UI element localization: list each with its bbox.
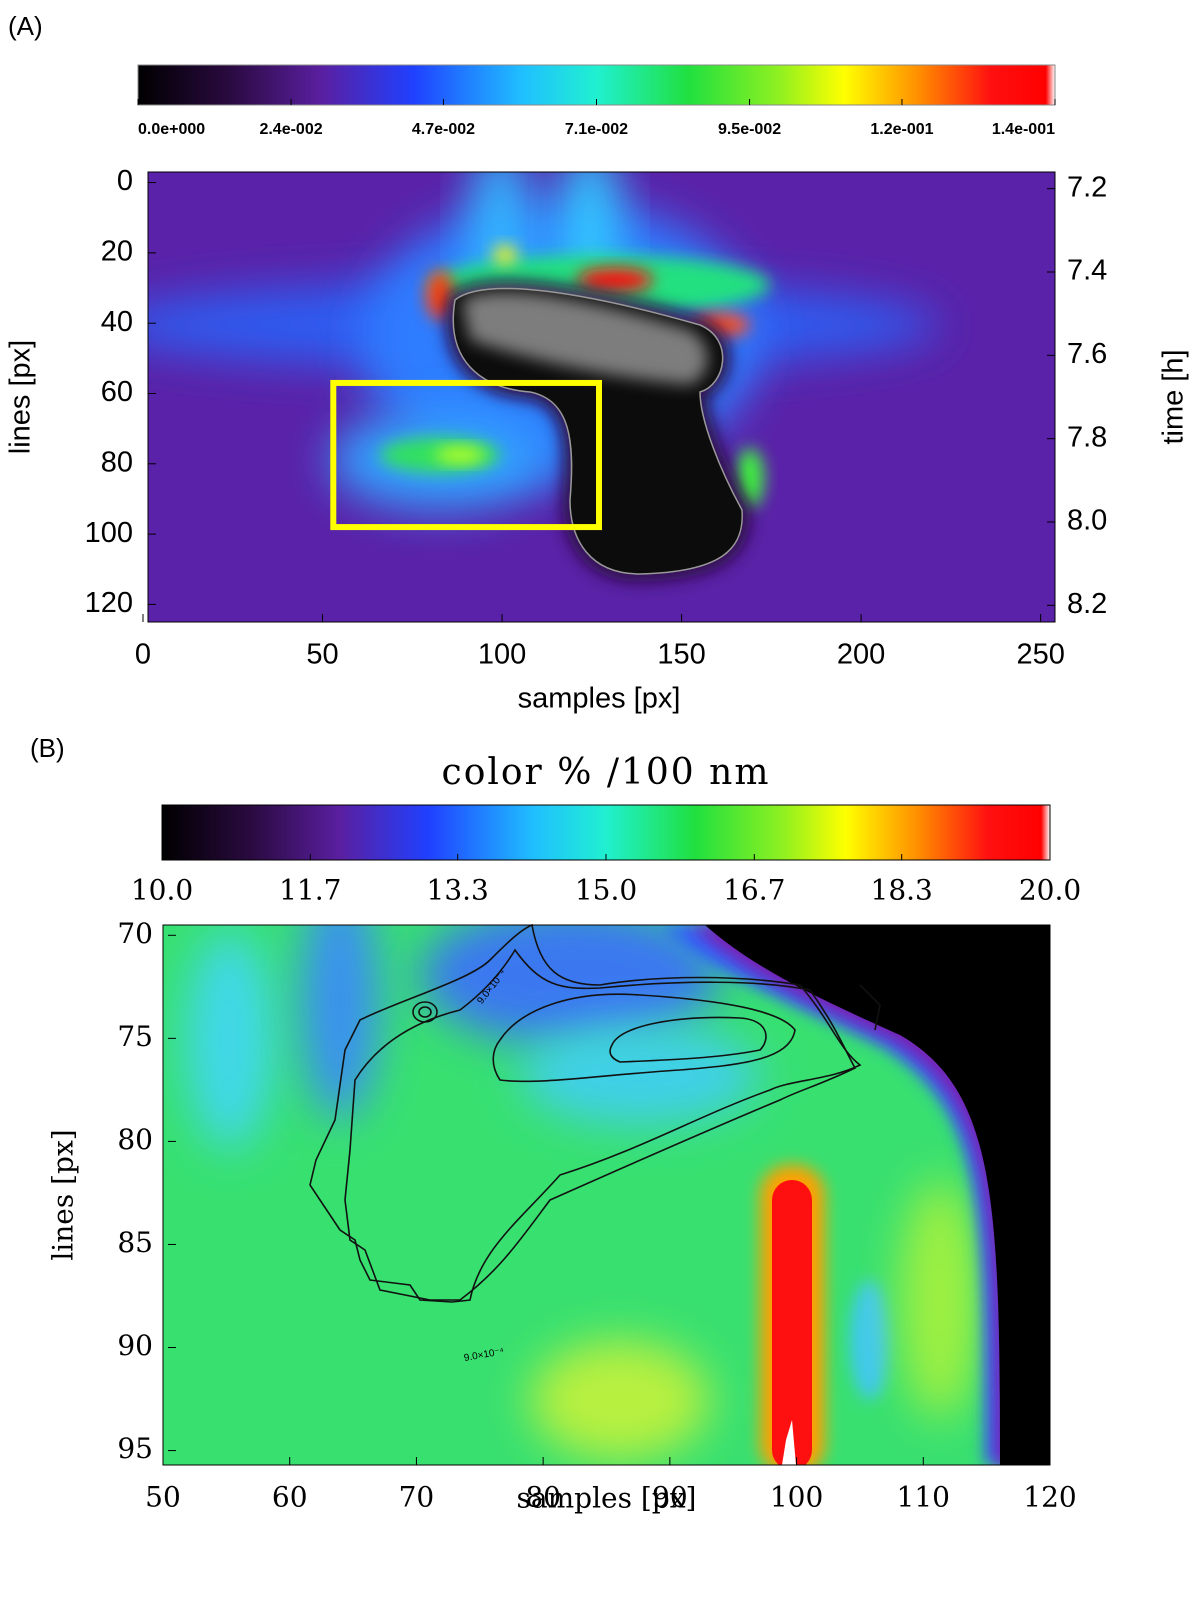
y-tick-label: 120 — [85, 587, 133, 619]
y2-tick-label: 7.8 — [1067, 421, 1107, 453]
colorbar-tick-label: 18.3 — [871, 874, 933, 907]
y2-tick-label: 7.6 — [1067, 338, 1107, 370]
x-tick-label: 0 — [135, 639, 151, 671]
colorbar-tick-label: 4.7e-002 — [412, 121, 475, 138]
plot-frame — [147, 171, 1056, 623]
contours — [309, 923, 881, 1303]
x-tick-label: 100 — [478, 639, 526, 671]
x-tick-label: 60 — [272, 1481, 308, 1514]
colorbar-tick-label: 16.7 — [723, 874, 785, 907]
colorbar-tick-label: 0.0e+000 — [138, 121, 205, 138]
y-tick-label: 85 — [117, 1226, 153, 1259]
colorbar-tick-label: 11.7 — [279, 874, 341, 907]
x-tick-label: 120 — [1023, 1481, 1076, 1514]
colorbar-tick-label: 7.1e-002 — [565, 121, 628, 138]
colorbar-tick-label: 9.5e-002 — [718, 121, 781, 138]
y2-tick-label: 7.4 — [1067, 255, 1107, 287]
plot-frame — [162, 924, 1051, 1466]
colorbar-tick-label: 15.0 — [575, 874, 637, 907]
x-tick-label: 250 — [1016, 639, 1064, 671]
colorbar — [137, 64, 1056, 106]
heatmap-image — [163, 925, 1050, 1465]
y-axis-label: lines [px] — [5, 340, 37, 454]
x-tick-label: 150 — [657, 639, 705, 671]
x-tick-label: 90 — [652, 1481, 688, 1514]
y-tick-label: 75 — [117, 1020, 153, 1053]
y2-axis-label: time [h] — [1158, 349, 1190, 444]
y-tick-label: 20 — [101, 236, 133, 268]
y2-tick-label: 8.2 — [1067, 588, 1107, 620]
y2-tick-label: 8.0 — [1067, 505, 1107, 537]
heatmap-image — [148, 172, 1055, 622]
y-tick-label: 100 — [85, 517, 133, 549]
x-tick-label: 100 — [770, 1481, 823, 1514]
x-tick-label: 50 — [145, 1481, 181, 1514]
x-tick-label: 80 — [525, 1481, 561, 1514]
x-tick-label: 50 — [306, 639, 338, 671]
colorbar — [161, 804, 1051, 861]
y-tick-label: 90 — [117, 1329, 153, 1362]
x-tick-label: 70 — [399, 1481, 435, 1514]
x-axis-label: samples [px] — [517, 1482, 697, 1515]
colorbar-tick-label: 10.0 — [131, 874, 193, 907]
x-tick-label: 110 — [897, 1481, 950, 1514]
y-tick-label: 0 — [117, 165, 133, 197]
y-axis-label: lines [px] — [47, 1129, 80, 1260]
y-tick-label: 80 — [101, 446, 133, 478]
y-tick-label: 40 — [101, 306, 133, 338]
highlight-box — [330, 379, 602, 531]
colorbar-tick-label: 13.3 — [427, 874, 489, 907]
y-tick-label: 95 — [117, 1432, 153, 1465]
colorbar-tick-label: 20.0 — [1019, 874, 1081, 907]
y-tick-label: 70 — [117, 917, 153, 950]
chart-title: color % /100 nm — [442, 752, 771, 793]
x-axis-label: samples [px] — [518, 683, 681, 715]
y-tick-label: 60 — [101, 376, 133, 408]
x-tick-label: 200 — [837, 639, 885, 671]
colorbar-tick-label: 1.4e-001 — [992, 121, 1055, 138]
y2-tick-label: 7.2 — [1067, 171, 1107, 203]
panel-label: (A) — [8, 11, 43, 41]
y-tick-label: 80 — [117, 1123, 153, 1156]
panel-label: (B) — [30, 733, 65, 763]
colorbar-tick-label: 1.2e-001 — [870, 121, 933, 138]
colorbar-tick-label: 2.4e-002 — [259, 121, 322, 138]
